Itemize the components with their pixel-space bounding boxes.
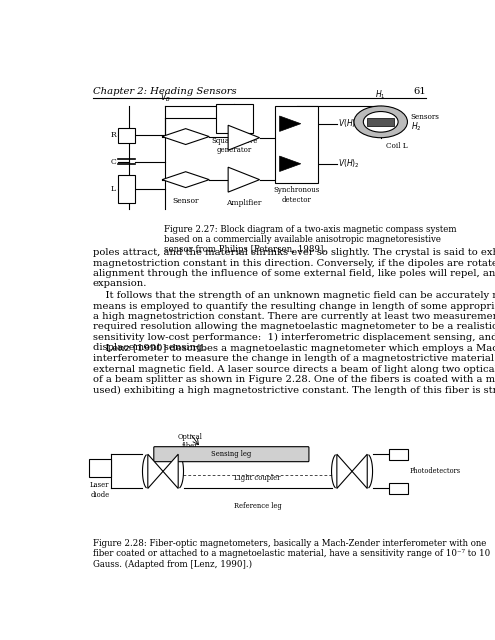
Text: $V_B$: $V_B$ [160, 92, 170, 104]
Text: Amplifier: Amplifier [226, 199, 261, 207]
Text: Square-wave
generator: Square-wave generator [211, 136, 257, 154]
Text: Figure 2.28: Fiber-optic magnetometers, basically a Mach-Zender interferometer w: Figure 2.28: Fiber-optic magnetometers, … [93, 539, 490, 569]
Text: $V(H)_2$: $V(H)_2$ [338, 157, 360, 170]
Polygon shape [352, 454, 367, 488]
Polygon shape [337, 454, 352, 488]
Text: It follows that the strength of an unknown magnetic field can be accurately meas: It follows that the strength of an unkno… [93, 291, 495, 352]
Text: 61: 61 [413, 86, 426, 95]
Text: Sensor: Sensor [172, 196, 199, 205]
Bar [389, 483, 408, 494]
Text: Lenz [1990] describes a magnetoelastic magnetometer which employs a Mach-Zender : Lenz [1990] describes a magnetoelastic m… [93, 344, 495, 395]
Polygon shape [162, 129, 209, 145]
Text: Laser
diode: Laser diode [90, 481, 109, 499]
Polygon shape [228, 125, 259, 150]
Text: Chapter 2: Heading Sensors: Chapter 2: Heading Sensors [93, 86, 236, 95]
Text: Sensing leg: Sensing leg [211, 450, 251, 458]
Text: $V(H)_1$: $V(H)_1$ [338, 118, 360, 130]
Bar [118, 175, 135, 204]
FancyBboxPatch shape [154, 447, 309, 461]
Ellipse shape [354, 106, 407, 138]
Text: Figure 2.27: Block diagram of a two-axis magnetic compass system
based on a comm: Figure 2.27: Block diagram of a two-axis… [163, 225, 456, 255]
Polygon shape [162, 172, 209, 188]
Bar [389, 449, 408, 460]
Text: $H_2$: $H_2$ [410, 120, 421, 133]
Text: Sensors: Sensors [410, 113, 440, 121]
Text: L: L [111, 186, 116, 193]
Polygon shape [163, 454, 178, 488]
Text: Reference leg: Reference leg [234, 502, 281, 510]
Polygon shape [280, 156, 301, 172]
Text: poles attract, and the material shrinks ever so slightly. The crystal is said to: poles attract, and the material shrinks … [93, 248, 495, 289]
Bar [367, 118, 394, 126]
Bar [275, 106, 318, 183]
Text: C: C [110, 157, 116, 166]
Text: Coil L: Coil L [386, 142, 408, 150]
Ellipse shape [363, 111, 398, 132]
Text: Optical
fiber: Optical fiber [178, 433, 202, 450]
Bar [118, 127, 135, 143]
Bar [89, 459, 111, 477]
Text: Light coupler: Light coupler [234, 474, 281, 483]
Polygon shape [228, 167, 259, 192]
Text: Synchronous
detector: Synchronous detector [273, 186, 320, 204]
Text: $H_1$: $H_1$ [375, 89, 386, 101]
Text: R: R [110, 131, 116, 140]
Polygon shape [280, 116, 301, 131]
Text: Photodetectors: Photodetectors [409, 467, 460, 476]
Bar [215, 104, 253, 133]
Polygon shape [148, 454, 163, 488]
